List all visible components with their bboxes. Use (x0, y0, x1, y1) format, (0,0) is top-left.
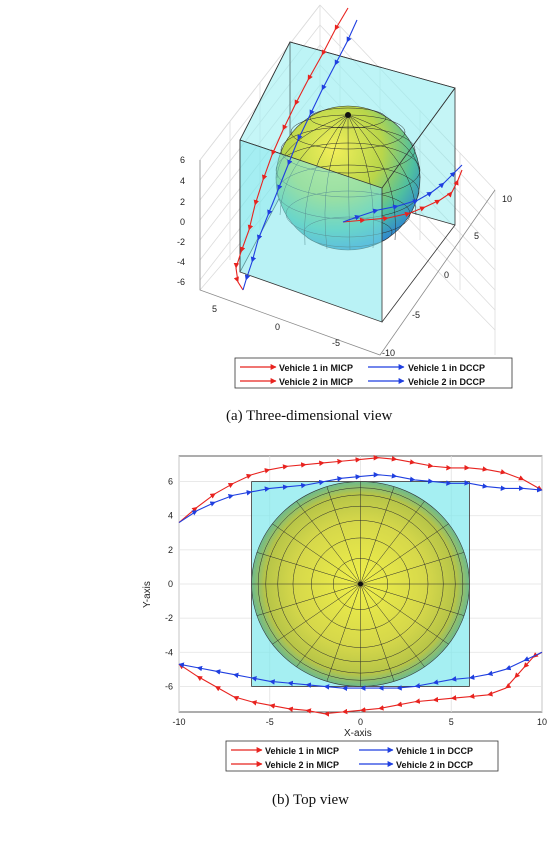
traj3d-v2-dccp (342, 164, 463, 223)
legend-label: Vehicle 1 in DCCP (408, 363, 485, 373)
chart-3d: 6 4 2 0 -2 -4 -6 5 0 -5 10 5 0 -5 -10 Ve… (177, 4, 513, 424)
z-tick: 4 (180, 176, 185, 186)
y-tick-label: 4 (168, 511, 173, 521)
y-tick-label: -4 (165, 647, 173, 657)
x-tick-label: 0 (358, 717, 363, 727)
y-tick: 5 (474, 231, 479, 241)
trajectories-top (178, 454, 543, 717)
y-axis-label: Y-axis (142, 581, 153, 608)
legend-top: Vehicle 1 in MICP Vehicle 1 in DCCP Vehi… (225, 740, 499, 772)
y-tick-label: 2 (168, 545, 173, 555)
y-tick-label: -2 (165, 613, 173, 623)
y-tick: -10 (382, 348, 395, 358)
z-ticks-3d: 6 4 2 0 -2 -4 -6 (177, 155, 185, 287)
x-tick: -5 (332, 338, 340, 348)
series-line-4 (178, 651, 543, 692)
y-tick-label: -6 (165, 681, 173, 691)
legend-label: Vehicle 2 in MICP (265, 760, 339, 770)
z-tick: 2 (180, 197, 185, 207)
sphere-meridian (360, 523, 449, 585)
x-tick-label: 10 (537, 717, 547, 727)
x-axis-label: X-axis (344, 728, 372, 739)
sphere-meridian (256, 583, 361, 616)
trajectories-3d (233, 7, 463, 291)
z-tick: -2 (177, 237, 185, 247)
y-ticks-top: 6 4 2 0 -2 -4 -6 (165, 477, 173, 692)
y-tick: 10 (502, 194, 512, 204)
z-tick: 0 (180, 217, 185, 227)
z-tick: 6 (180, 155, 185, 165)
x-ticks-top: -10 -5 0 5 10 (172, 717, 547, 727)
traj3d-v1-dccp (242, 19, 358, 291)
axis-box-3d (199, 160, 496, 356)
legend-label: Vehicle 2 in DCCP (396, 760, 473, 770)
y-tick-label: 0 (168, 579, 173, 589)
sphere-meridian (360, 552, 465, 585)
sphere-meridian (360, 583, 465, 616)
x-ticks-3d: 5 0 -5 (212, 304, 340, 348)
sphere-meridian (272, 583, 361, 645)
z-tick: -6 (177, 277, 185, 287)
z-tick: -4 (177, 257, 185, 267)
sphere-pole (358, 581, 363, 587)
y-tick: -5 (412, 310, 420, 320)
x-tick-label: -5 (266, 717, 274, 727)
legend-label: Vehicle 1 in DCCP (396, 746, 473, 756)
x-tick-label: -10 (172, 717, 185, 727)
x-tick: 0 (275, 322, 280, 332)
legend-label: Vehicle 1 in MICP (265, 746, 339, 756)
legend-label: Vehicle 1 in MICP (279, 363, 353, 373)
caption-b: (b) Top view (272, 792, 349, 808)
sphere-top (251, 481, 470, 687)
caption-a: (a) Three-dimensional view (226, 408, 392, 424)
series-line-2 (178, 472, 543, 524)
legend-label: Vehicle 2 in MICP (279, 377, 353, 387)
sphere-meridian (256, 552, 361, 585)
x-tick-label: 5 (449, 717, 454, 727)
sphere-meridian (272, 523, 361, 585)
y-tick-label: 6 (168, 477, 173, 487)
y-tick: 0 (444, 270, 449, 280)
sphere-meridian (360, 583, 449, 645)
legend-3d: Vehicle 1 in MICP Vehicle 1 in DCCP Vehi… (234, 357, 513, 389)
x-tick: 5 (212, 304, 217, 314)
chart-top: -10 -5 0 5 10 6 4 2 0 -2 -4 -6 X-axis Y-axis Vehic… (142, 454, 547, 808)
y-ticks-3d: 10 5 0 -5 -10 (382, 194, 512, 358)
legend-label: Vehicle 2 in DCCP (408, 377, 485, 387)
